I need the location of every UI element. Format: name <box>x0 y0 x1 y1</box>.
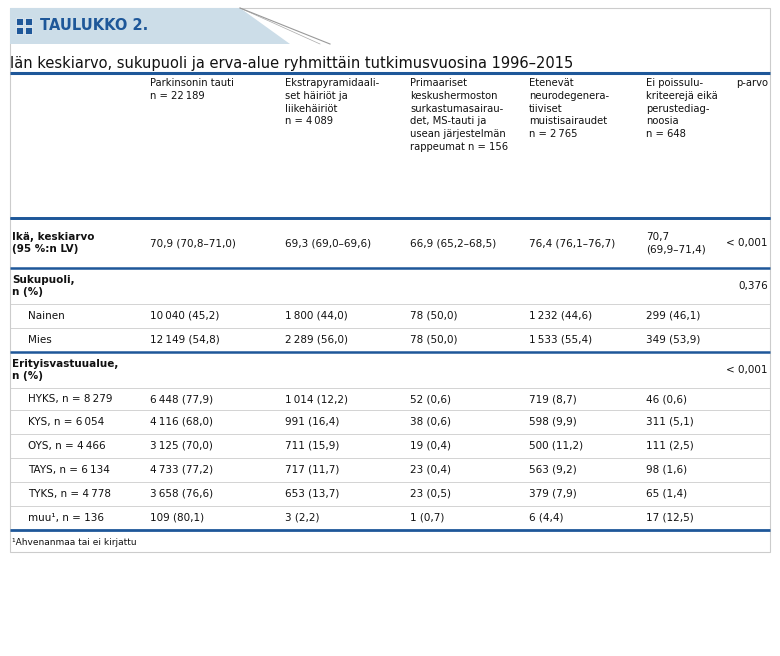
Bar <box>10 8 770 552</box>
Text: 500 (11,2): 500 (11,2) <box>529 441 583 451</box>
Text: HYKS, n = 8 279: HYKS, n = 8 279 <box>28 394 112 404</box>
Text: Nainen: Nainen <box>28 311 65 321</box>
Text: 3 (2,2): 3 (2,2) <box>285 513 320 523</box>
Text: 109 (80,1): 109 (80,1) <box>150 513 204 523</box>
Text: p-arvo: p-arvo <box>736 78 768 88</box>
Text: 0,376: 0,376 <box>738 281 768 291</box>
Text: 3 125 (70,0): 3 125 (70,0) <box>150 441 213 451</box>
Text: Parkinsonin tauti
n = 22 189: Parkinsonin tauti n = 22 189 <box>150 78 234 101</box>
Text: 12 149 (54,8): 12 149 (54,8) <box>150 335 220 345</box>
Text: 52 (0,6): 52 (0,6) <box>410 394 451 404</box>
Text: 3 658 (76,6): 3 658 (76,6) <box>150 489 213 499</box>
Text: Ei poissulu-
kriteerejä eikä
perustediag-
noosia
n = 648: Ei poissulu- kriteerejä eikä perustediag… <box>646 78 718 139</box>
Text: 711 (15,9): 711 (15,9) <box>285 441 339 451</box>
Text: KYS, n = 6 054: KYS, n = 6 054 <box>28 417 105 427</box>
Text: 598 (9,9): 598 (9,9) <box>529 417 576 427</box>
Text: TYKS, n = 4 778: TYKS, n = 4 778 <box>28 489 111 499</box>
Text: Etenevät
neurodegenera-
tiiviset
muistisairaudet
n = 2 765: Etenevät neurodegenera- tiiviset muistis… <box>529 78 609 139</box>
Text: < 0,001: < 0,001 <box>726 238 768 248</box>
Text: 38 (0,6): 38 (0,6) <box>410 417 451 427</box>
Text: Ekstrapyramidaali-
set häiriöt ja
liikehäiriöt
n = 4 089: Ekstrapyramidaali- set häiriöt ja liikeh… <box>285 78 379 127</box>
Text: OYS, n = 4 466: OYS, n = 4 466 <box>28 441 105 451</box>
Text: 10 040 (45,2): 10 040 (45,2) <box>150 311 219 321</box>
Text: 1 014 (12,2): 1 014 (12,2) <box>285 394 348 404</box>
Bar <box>16 27 23 34</box>
Text: 78 (50,0): 78 (50,0) <box>410 335 458 345</box>
Text: Iän keskiarvo, sukupuoli ja erva-alue ryhmittäin tutkimusvuosina 1996–2015: Iän keskiarvo, sukupuoli ja erva-alue ry… <box>10 56 573 71</box>
Text: 299 (46,1): 299 (46,1) <box>646 311 700 321</box>
Text: 66,9 (65,2–68,5): 66,9 (65,2–68,5) <box>410 238 496 248</box>
Text: 4 116 (68,0): 4 116 (68,0) <box>150 417 213 427</box>
Text: 69,3 (69,0–69,6): 69,3 (69,0–69,6) <box>285 238 371 248</box>
Text: 349 (53,9): 349 (53,9) <box>646 335 700 345</box>
Text: 719 (8,7): 719 (8,7) <box>529 394 576 404</box>
Polygon shape <box>10 8 290 44</box>
Text: 70,7
(69,9–71,4): 70,7 (69,9–71,4) <box>646 232 706 254</box>
Text: Erityisvastuualue,
n (%): Erityisvastuualue, n (%) <box>12 359 119 381</box>
Text: 76,4 (76,1–76,7): 76,4 (76,1–76,7) <box>529 238 615 248</box>
Text: 17 (12,5): 17 (12,5) <box>646 513 693 523</box>
Text: 653 (13,7): 653 (13,7) <box>285 489 339 499</box>
Bar <box>25 18 32 25</box>
Text: 70,9 (70,8–71,0): 70,9 (70,8–71,0) <box>150 238 236 248</box>
Text: 78 (50,0): 78 (50,0) <box>410 311 458 321</box>
Text: 46 (0,6): 46 (0,6) <box>646 394 687 404</box>
Text: Mies: Mies <box>28 335 51 345</box>
Bar <box>16 18 23 25</box>
Text: 6 (4,4): 6 (4,4) <box>529 513 563 523</box>
Text: 991 (16,4): 991 (16,4) <box>285 417 339 427</box>
Text: 6 448 (77,9): 6 448 (77,9) <box>150 394 213 404</box>
Text: 19 (0,4): 19 (0,4) <box>410 441 451 451</box>
Text: 23 (0,4): 23 (0,4) <box>410 465 451 475</box>
Text: 1 800 (44,0): 1 800 (44,0) <box>285 311 348 321</box>
Text: 379 (7,9): 379 (7,9) <box>529 489 576 499</box>
Text: 98 (1,6): 98 (1,6) <box>646 465 687 475</box>
Text: 563 (9,2): 563 (9,2) <box>529 465 576 475</box>
Text: TAULUKKO 2.: TAULUKKO 2. <box>40 18 148 33</box>
Text: 1 (0,7): 1 (0,7) <box>410 513 445 523</box>
Text: 2 289 (56,0): 2 289 (56,0) <box>285 335 348 345</box>
Text: 311 (5,1): 311 (5,1) <box>646 417 693 427</box>
Text: 65 (1,4): 65 (1,4) <box>646 489 687 499</box>
Text: < 0,001: < 0,001 <box>726 365 768 375</box>
Text: Sukupuoli,
n (%): Sukupuoli, n (%) <box>12 275 75 297</box>
Text: 1 232 (44,6): 1 232 (44,6) <box>529 311 592 321</box>
Text: TAYS, n = 6 134: TAYS, n = 6 134 <box>28 465 110 475</box>
Text: 111 (2,5): 111 (2,5) <box>646 441 693 451</box>
Text: Primaariset
keskushermoston
surkastumasairau-
det, MS-tauti ja
usean järjestelmä: Primaariset keskushermoston surkastumasa… <box>410 78 508 152</box>
Text: ¹Ahvenanmaa tai ei kirjattu: ¹Ahvenanmaa tai ei kirjattu <box>12 538 136 547</box>
Text: 4 733 (77,2): 4 733 (77,2) <box>150 465 213 475</box>
Text: 1 533 (55,4): 1 533 (55,4) <box>529 335 592 345</box>
Bar <box>25 27 32 34</box>
Text: muu¹, n = 136: muu¹, n = 136 <box>28 513 104 523</box>
Text: 23 (0,5): 23 (0,5) <box>410 489 451 499</box>
Text: 717 (11,7): 717 (11,7) <box>285 465 339 475</box>
Text: Ikä, keskiarvo
(95 %:n LV): Ikä, keskiarvo (95 %:n LV) <box>12 232 94 254</box>
